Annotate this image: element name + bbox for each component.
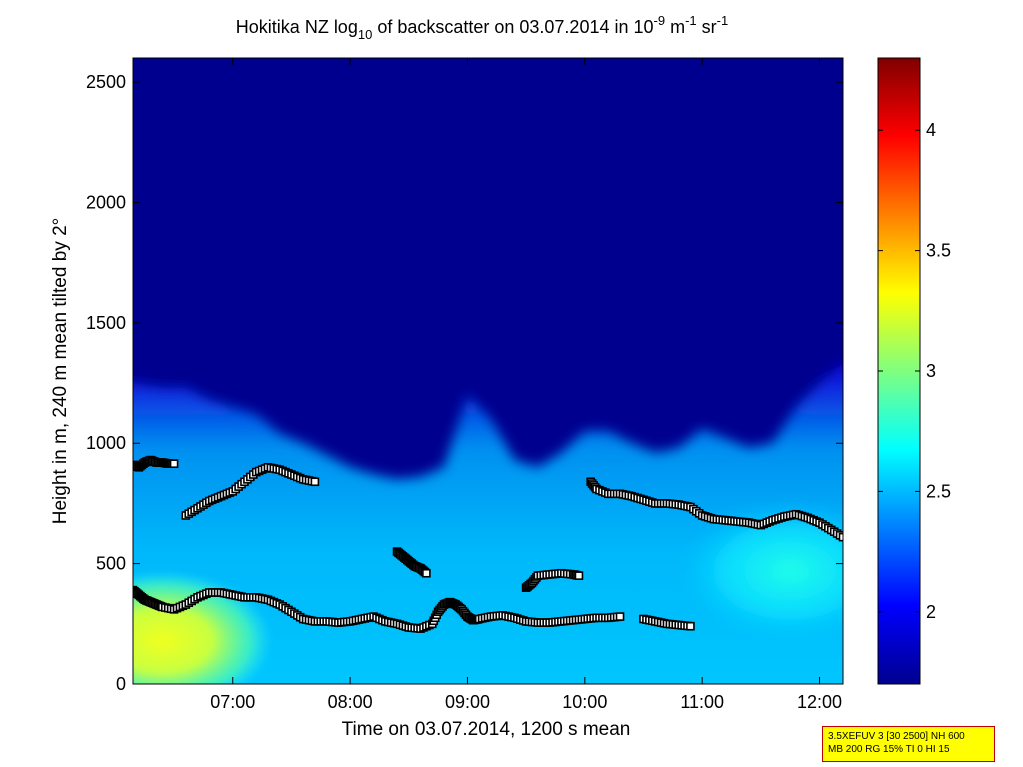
colorbar-tick-label: 2.5 [926, 481, 951, 501]
heatmap-image [133, 58, 843, 684]
colorbar [877, 57, 921, 685]
layer-marker [310, 477, 320, 487]
info-line-2: MB 200 RG 15% TI 0 HI 15 [828, 744, 950, 755]
y-tick-label: 1500 [86, 313, 126, 333]
y-tick-label: 0 [116, 674, 126, 694]
cyan-patch-right [680, 500, 843, 641]
y-axis: 0 500 1000 1500 2000 2500 [86, 72, 843, 694]
x-axis-label: Time on 03.07.2014, 1200 s mean [342, 719, 631, 740]
x-tick-label: 11:00 [680, 692, 724, 712]
y-tick-label: 2500 [86, 72, 126, 92]
chart-title: Hokitika NZ log10 of backscatter on 03.0… [236, 13, 728, 42]
y-axis-label: Height in m, 240 m mean tilted by 2° [50, 218, 71, 524]
layer-marker [838, 532, 843, 542]
layer-marker [422, 568, 431, 578]
y-tick-label: 500 [96, 554, 126, 574]
x-tick-label: 10:00 [562, 692, 607, 712]
colorbar-tick-label: 2 [926, 602, 936, 622]
layer-markers [133, 455, 843, 633]
x-tick-label: 07:00 [210, 692, 255, 712]
colorbar-tick-label: 4 [926, 120, 936, 140]
y-tick-label: 1000 [86, 433, 126, 453]
layer-marker [574, 571, 584, 580]
plot-frame [132, 57, 844, 685]
layer-marker [686, 621, 695, 631]
aerosol-layer [133, 363, 843, 684]
colorbar-tick-label: 3.5 [926, 241, 951, 261]
x-axis: 07:00 08:00 09:00 10:00 11:00 12:00 [210, 58, 842, 712]
processing-info-box: 3.5XEFUV 3 [30 2500] NH 600 MB 200 RG 15… [822, 726, 995, 762]
info-line-1: 3.5XEFUV 3 [30 2500] NH 600 [828, 731, 965, 742]
layer-marker [169, 459, 179, 468]
x-tick-label: 12:00 [797, 692, 842, 712]
y-tick-label: 2000 [86, 192, 126, 212]
x-tick-label: 08:00 [328, 692, 373, 712]
colorbar-tick-label: 3 [926, 361, 936, 381]
x-tick-label: 09:00 [445, 692, 490, 712]
layer-marker [615, 612, 625, 621]
colorbar-ticks: 2 2.5 3 3.5 4 [878, 120, 951, 622]
